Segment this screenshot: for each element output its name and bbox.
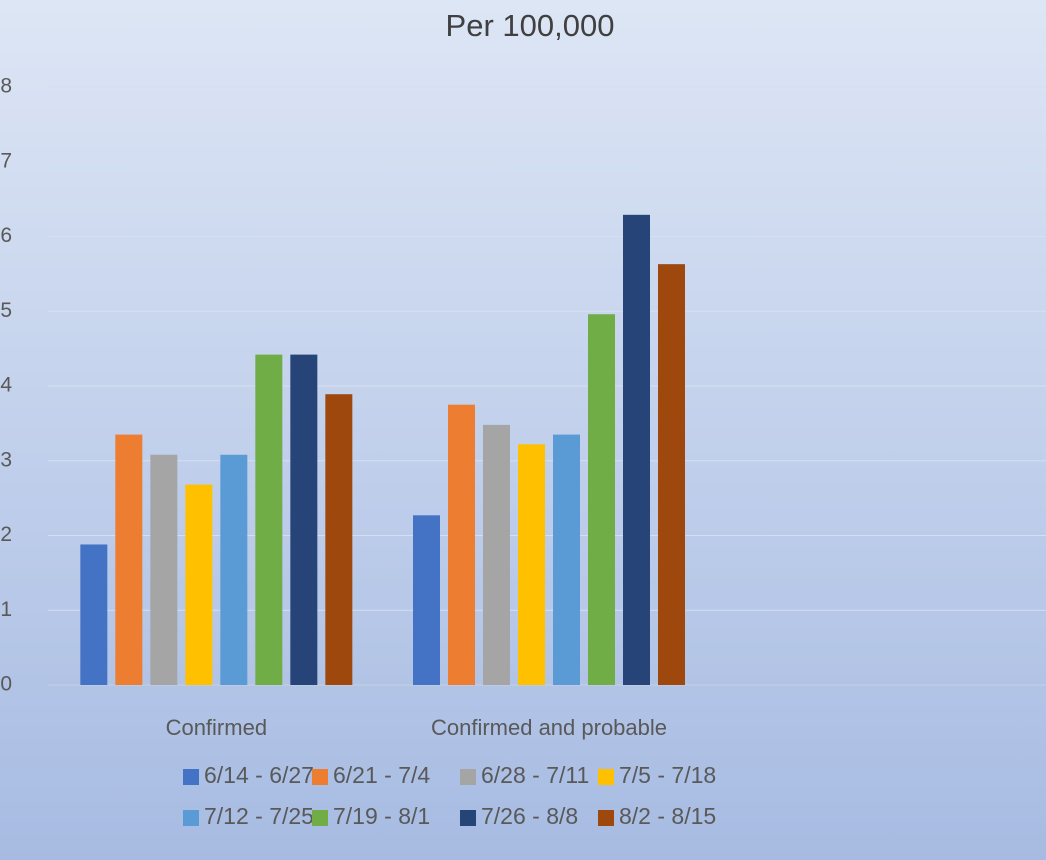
y-tick-label: 7 — [0, 149, 12, 172]
legend-label: 8/2 - 8/15 — [619, 803, 716, 829]
legend-swatch — [598, 810, 614, 826]
y-tick-label: 2 — [0, 523, 12, 546]
bar — [553, 434, 580, 685]
bar — [483, 424, 510, 685]
bar — [448, 404, 475, 685]
legend-swatch — [312, 769, 328, 785]
legend-swatch — [183, 769, 199, 785]
legend-swatch — [460, 810, 476, 826]
legend-label: 6/28 - 7/11 — [481, 762, 589, 788]
legend-swatch — [460, 769, 476, 785]
legend-label: 7/12 - 7/25 — [204, 803, 314, 829]
legend-swatch — [183, 810, 199, 826]
legend-label: 6/14 - 6/27 — [204, 762, 314, 788]
y-tick-label: 3 — [0, 448, 12, 471]
y-tick-label: 1 — [0, 598, 12, 621]
y-tick-label: 8 — [0, 75, 12, 98]
bar — [220, 454, 248, 685]
bar — [115, 434, 143, 685]
bar — [325, 394, 353, 685]
x-tick-label: Confirmed — [166, 715, 267, 740]
bar — [150, 454, 178, 685]
bar — [290, 354, 318, 685]
bar — [518, 444, 545, 685]
chart-title: Per 100,000 — [446, 8, 615, 43]
legend-label: 6/21 - 7/4 — [333, 762, 430, 788]
bar — [588, 314, 615, 685]
bar — [255, 354, 283, 685]
y-tick-label: 0 — [0, 673, 12, 696]
x-tick-label: Confirmed and probable — [431, 715, 667, 740]
legend-swatch — [598, 769, 614, 785]
bar — [658, 264, 685, 685]
legend-label: 7/5 - 7/18 — [619, 762, 716, 788]
y-tick-label: 4 — [0, 374, 12, 397]
y-tick-label: 5 — [0, 299, 12, 322]
legend-label: 7/19 - 8/1 — [333, 803, 430, 829]
bar — [185, 484, 213, 685]
bar — [80, 544, 108, 685]
y-tick-label: 6 — [0, 224, 12, 247]
bar — [413, 515, 440, 685]
bar — [623, 214, 650, 685]
legend-label: 7/26 - 8/8 — [481, 803, 578, 829]
legend-swatch — [312, 810, 328, 826]
